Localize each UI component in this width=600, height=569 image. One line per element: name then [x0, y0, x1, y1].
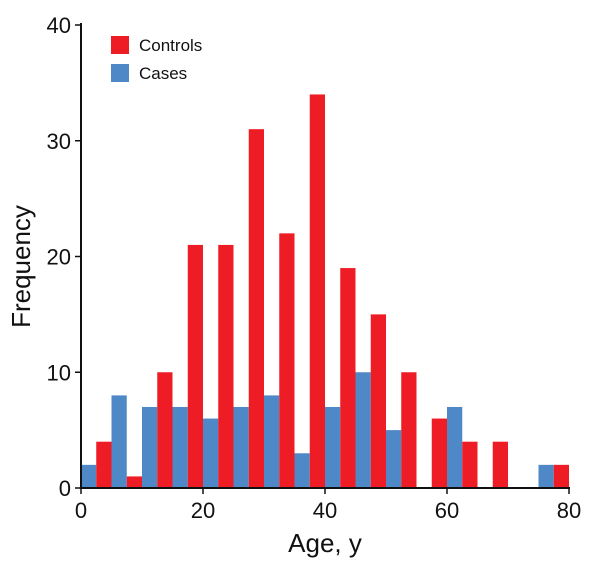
- bar-cases-20-25: [203, 418, 219, 488]
- bar-controls-60-65: [462, 441, 478, 488]
- bar-cases-25-30: [233, 406, 249, 488]
- bar-cases-0-5: [81, 464, 97, 488]
- bar-cases-50-55: [386, 430, 402, 488]
- bar-controls-20-25: [218, 244, 234, 488]
- legend: Controls Cases: [111, 36, 202, 83]
- bar-cases-60-65: [447, 406, 463, 488]
- bar-controls-15-20: [187, 244, 203, 488]
- bar-controls-45-50: [370, 314, 386, 488]
- bar-controls-75-80: [553, 464, 569, 488]
- x-tick-label: 60: [435, 498, 459, 523]
- bar-controls-65-70: [492, 441, 508, 488]
- bar-cases-40-45: [325, 406, 341, 488]
- bars-layer: [81, 94, 569, 489]
- bar-cases-10-15: [142, 406, 158, 488]
- y-axis-title: Frequency: [6, 205, 36, 328]
- bar-cases-30-35: [264, 395, 280, 488]
- bar-cases-15-20: [172, 406, 188, 488]
- legend-swatch-cases: [111, 64, 129, 82]
- legend-label-cases: Cases: [139, 64, 187, 83]
- bar-controls-35-40: [309, 94, 325, 488]
- y-ticks: 0 10 20 30 40: [47, 13, 81, 501]
- bar-controls-40-45: [340, 268, 356, 488]
- y-tick-label: 10: [47, 360, 71, 385]
- bar-controls-10-15: [157, 372, 173, 488]
- x-tick-label: 20: [191, 498, 215, 523]
- bar-cases-45-50: [355, 372, 371, 488]
- bar-controls-5-10: [126, 476, 142, 488]
- legend-label-controls: Controls: [139, 36, 202, 55]
- bar-controls-25-30: [248, 129, 264, 489]
- bar-cases-75-80: [538, 464, 554, 488]
- bar-cases-5-10: [111, 395, 127, 488]
- x-axis-title: Age, y: [288, 528, 362, 558]
- bar-cases-35-40: [294, 453, 310, 488]
- y-tick-label: 30: [47, 129, 71, 154]
- y-tick-label: 20: [47, 245, 71, 270]
- axes-layer: 0 10 20 30 40 0 20 40 60 80: [47, 13, 582, 523]
- bar-controls-0-5: [96, 441, 112, 488]
- y-tick-label: 40: [47, 13, 71, 38]
- x-tick-label: 0: [75, 498, 87, 523]
- y-tick-label: 0: [59, 476, 71, 501]
- legend-swatch-controls: [111, 36, 129, 54]
- bar-controls-30-35: [279, 233, 295, 488]
- x-ticks: 0 20 40 60 80: [75, 488, 581, 523]
- x-tick-label: 80: [557, 498, 581, 523]
- bar-controls-55-60: [431, 418, 447, 488]
- x-tick-label: 40: [313, 498, 337, 523]
- bar-controls-50-55: [401, 372, 417, 488]
